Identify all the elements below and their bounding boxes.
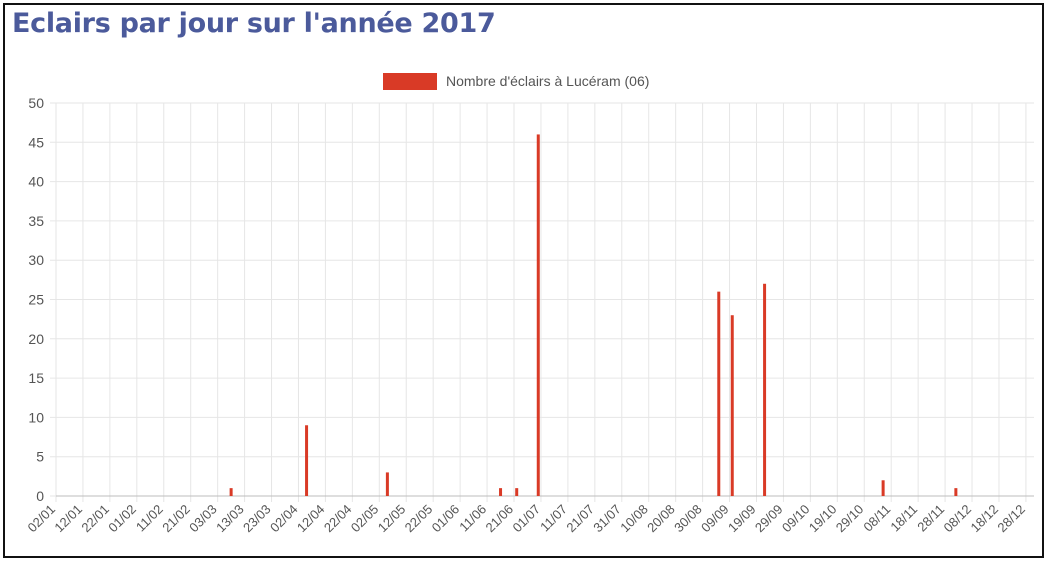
bar [717, 291, 721, 496]
x-tick-label: 28/12 [994, 502, 1028, 536]
bars [229, 134, 958, 496]
y-tick-label: 15 [28, 370, 44, 386]
bar [385, 472, 389, 496]
x-tick-label: 11/02 [133, 502, 166, 535]
x-tick-label: 22/04 [321, 502, 355, 536]
x-tick-label: 03/03 [186, 502, 220, 536]
x-tick-label: 10/08 [617, 502, 651, 536]
x-tick-label: 29/09 [752, 502, 786, 536]
x-tick-label: 30/08 [671, 502, 705, 536]
x-tick-label: 19/10 [806, 502, 840, 536]
x-tick-label: 08/12 [941, 502, 975, 536]
y-tick-label: 10 [28, 409, 44, 425]
x-tick-label: 31/07 [590, 502, 624, 536]
x-tick-label: 21/02 [159, 502, 193, 536]
y-tick-label: 5 [36, 449, 44, 465]
bar [229, 488, 233, 496]
x-tick-label: 22/05 [402, 502, 436, 536]
x-tick-label: 23/03 [240, 502, 274, 536]
grid [50, 102, 1034, 502]
x-tick-label: 11/07 [537, 502, 570, 535]
x-tick-label: 21/07 [563, 502, 597, 536]
x-tick-label: 12/05 [375, 502, 409, 536]
bar [499, 488, 503, 496]
x-tick-label: 02/01 [25, 502, 59, 536]
bar [881, 480, 885, 496]
x-tick-label: 02/04 [267, 502, 301, 536]
bar [536, 134, 540, 496]
y-tick-label: 30 [28, 252, 44, 268]
x-tick-label: 19/09 [725, 502, 759, 536]
x-tick-label: 29/10 [833, 502, 867, 536]
bar [515, 488, 519, 496]
x-tick-label: 12/01 [51, 502, 85, 536]
x-tick-label: 18/11 [887, 502, 920, 535]
y-tick-label: 20 [28, 331, 44, 347]
y-tick-label: 45 [28, 134, 44, 150]
x-tick-label: 09/10 [779, 502, 813, 536]
bar [954, 488, 958, 496]
bar [305, 425, 309, 496]
x-tick-label: 01/07 [509, 502, 543, 536]
x-axis: 02/0112/0122/0101/0211/0221/0203/0313/03… [25, 495, 1034, 536]
x-tick-label: 09/09 [698, 502, 732, 536]
chart-frame [3, 3, 1044, 558]
x-tick-label: 28/11 [914, 502, 947, 535]
x-tick-label: 01/06 [429, 502, 463, 536]
bar [763, 283, 767, 496]
x-tick-label: 18/12 [967, 502, 1001, 536]
y-tick-label: 40 [28, 174, 44, 190]
x-tick-label: 12/04 [294, 502, 328, 536]
y-tick-label: 50 [28, 95, 44, 111]
x-tick-label: 13/03 [213, 502, 247, 536]
x-tick-label: 22/01 [78, 502, 112, 536]
bar [730, 315, 734, 496]
x-tick-label: 01/02 [105, 502, 139, 536]
x-tick-label: 11/06 [456, 502, 489, 535]
x-tick-label: 21/06 [483, 502, 517, 536]
x-tick-label: 08/11 [860, 502, 893, 535]
legend-swatch[interactable] [383, 73, 437, 90]
y-tick-label: 0 [36, 488, 44, 504]
y-tick-label: 25 [28, 292, 44, 308]
x-tick-label: 02/05 [348, 502, 382, 536]
legend-label[interactable]: Nombre d'éclairs à Lucéram (06) [446, 73, 649, 89]
chart-title: Eclairs par jour sur l'année 2017 [12, 8, 496, 39]
x-tick-label: 20/08 [644, 502, 678, 536]
y-tick-label: 35 [28, 213, 44, 229]
y-axis: 0 5 10 15 20 25 30 35 40 45 50 [28, 95, 44, 504]
